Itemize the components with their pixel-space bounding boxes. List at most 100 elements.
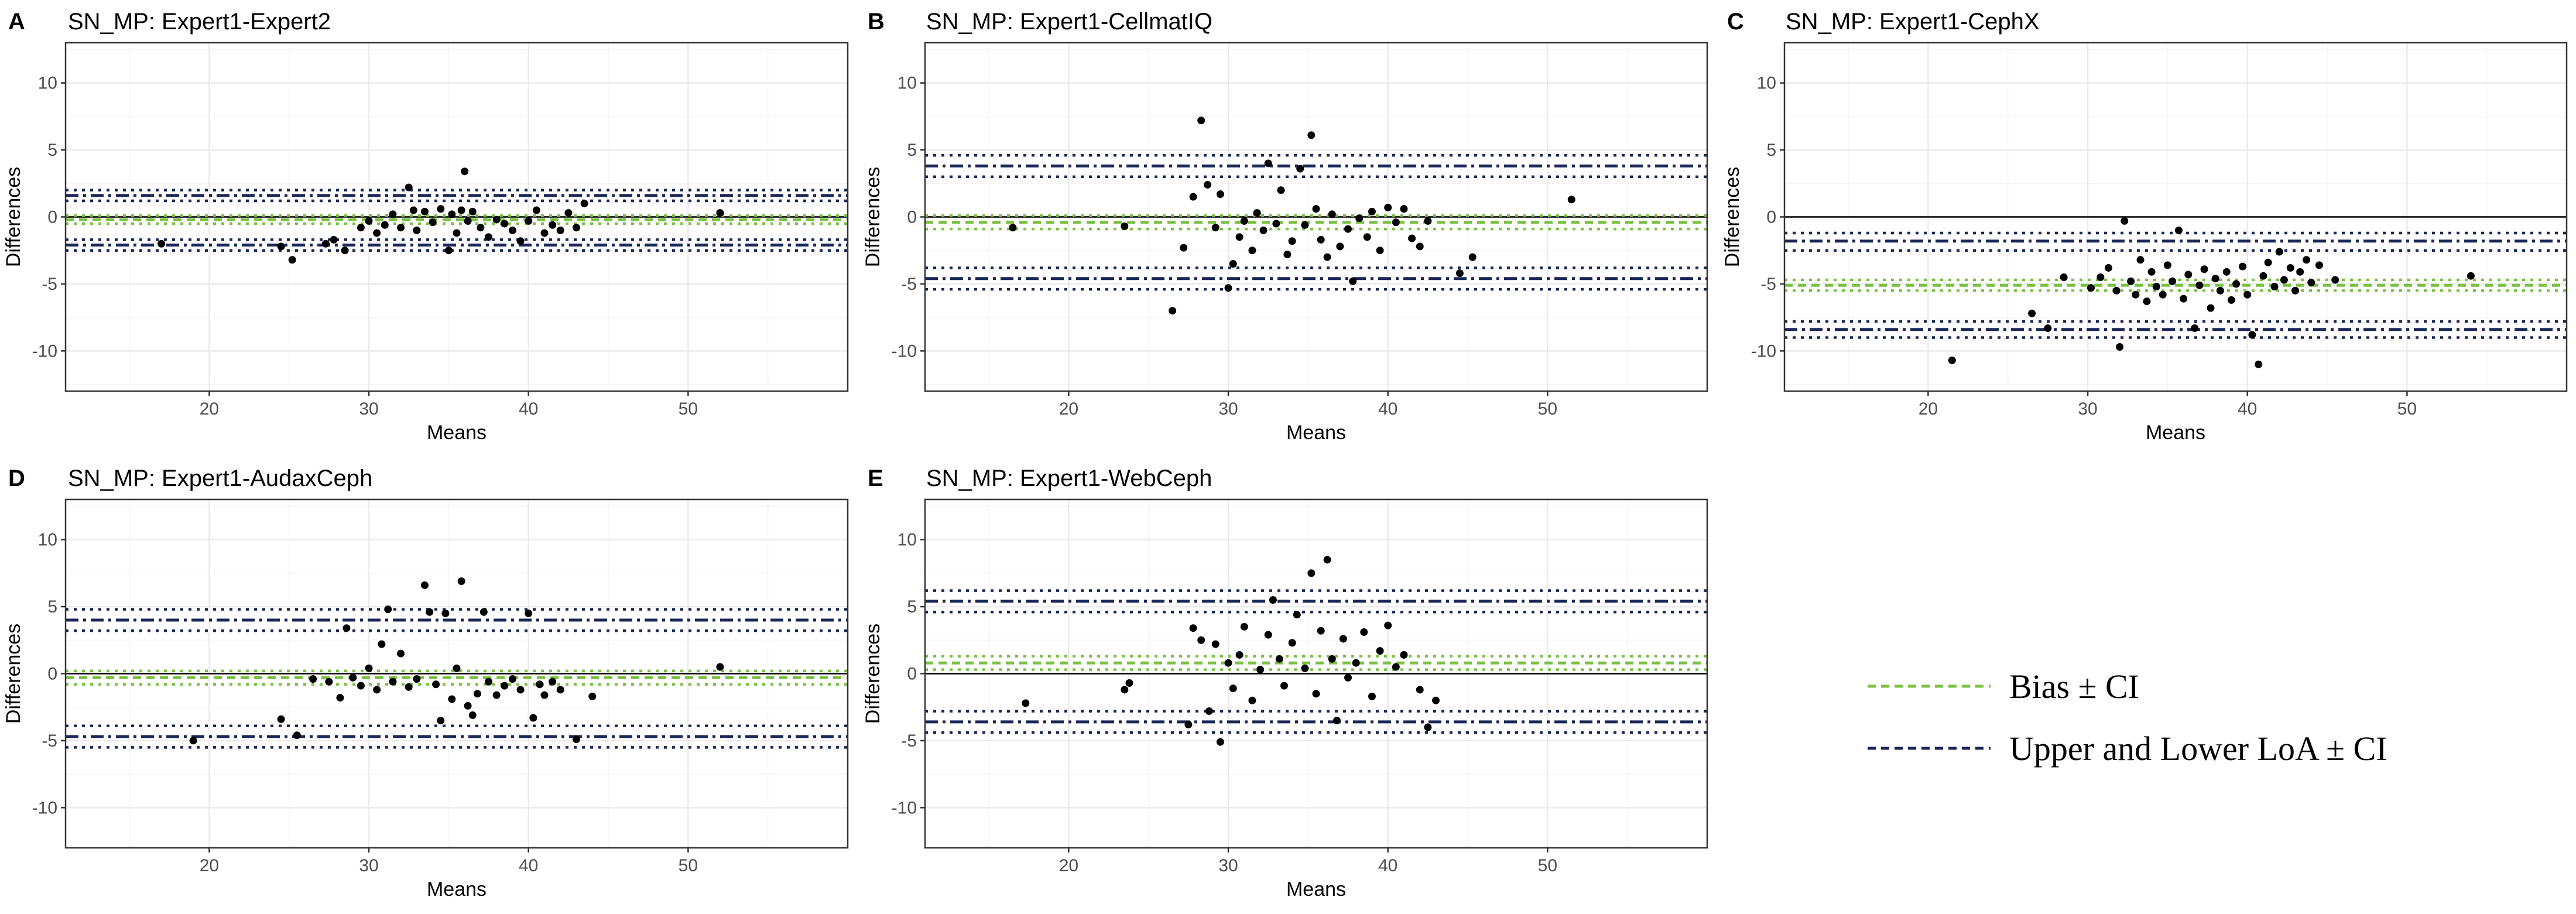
- data-point: [2127, 277, 2135, 285]
- data-point: [2232, 280, 2241, 288]
- data-point: [1189, 193, 1197, 201]
- data-point: [384, 605, 392, 614]
- y-axis-title: Differences: [862, 624, 884, 724]
- data-point: [405, 183, 413, 191]
- x-tick-label: 50: [679, 399, 698, 419]
- data-point: [532, 206, 540, 214]
- panel-letter: B: [868, 9, 885, 35]
- x-tick-label: 20: [200, 399, 219, 419]
- data-point: [485, 233, 493, 241]
- x-tick-label: 40: [1378, 856, 1397, 875]
- data-point: [549, 677, 557, 686]
- data-point: [2291, 286, 2299, 295]
- data-point: [1363, 233, 1371, 241]
- data-point: [1229, 260, 1237, 268]
- data-point: [1376, 247, 1384, 255]
- data-point: [2159, 290, 2167, 299]
- data-point: [2264, 258, 2272, 266]
- y-tick-label: -10: [892, 798, 917, 817]
- data-point: [501, 220, 509, 228]
- data-point: [2169, 277, 2177, 285]
- data-point: [464, 217, 472, 225]
- data-point: [342, 624, 351, 632]
- y-tick-label: -5: [1760, 275, 1776, 294]
- data-point: [529, 714, 537, 722]
- x-tick-label: 20: [1059, 856, 1078, 875]
- data-point: [2121, 217, 2129, 225]
- data-point: [448, 210, 456, 218]
- y-tick-label: -5: [42, 731, 57, 751]
- plot-area: 20 30 40 50 -10 -5 0 5 10: [1751, 42, 2568, 419]
- data-point: [365, 217, 373, 225]
- data-point: [1184, 720, 1193, 728]
- data-point: [2104, 263, 2112, 272]
- y-tick-label: 5: [907, 141, 917, 160]
- panel-title: SN_MP: Expert1-CephX: [1786, 9, 2040, 35]
- data-point: [426, 608, 434, 616]
- panel-d: D SN_MP: Expert1-AudaxCeph Means Differe…: [2, 465, 849, 901]
- plot-area: 20 30 40 50 -10 -5 0 5 10: [892, 498, 1708, 875]
- y-tick-label: -10: [892, 341, 917, 361]
- data-point: [378, 640, 386, 648]
- data-point: [357, 224, 365, 232]
- data-point: [330, 235, 338, 244]
- data-point: [1317, 235, 1325, 244]
- data-point: [2112, 286, 2121, 295]
- data-point: [1288, 639, 1296, 647]
- data-point: [572, 224, 580, 232]
- data-point: [381, 221, 389, 229]
- data-point: [325, 677, 333, 686]
- y-axis-title: Differences: [862, 167, 884, 267]
- data-point: [1259, 226, 1268, 234]
- data-point: [716, 209, 724, 217]
- data-point: [2216, 286, 2224, 295]
- data-point: [2152, 283, 2160, 290]
- data-point: [389, 677, 397, 686]
- panel-letter: E: [868, 465, 883, 491]
- data-point: [1235, 651, 1244, 659]
- data-point: [2227, 296, 2235, 304]
- data-point: [1216, 738, 1224, 746]
- data-point: [1424, 723, 1432, 731]
- data-point: [1264, 159, 1272, 167]
- data-point: [336, 694, 344, 702]
- data-point: [2174, 226, 2183, 234]
- data-point: [1400, 205, 1408, 213]
- data-point: [2239, 262, 2247, 271]
- y-tick-label: -5: [901, 275, 917, 294]
- y-tick-label: 0: [907, 665, 917, 684]
- data-point: [473, 690, 481, 698]
- data-point: [1468, 253, 1477, 261]
- data-point: [1180, 244, 1188, 252]
- data-point: [1211, 640, 1220, 648]
- data-point: [2255, 360, 2263, 368]
- data-point: [1408, 234, 1416, 242]
- data-point: [189, 737, 197, 745]
- y-tick-label: 10: [898, 530, 917, 550]
- data-point: [1567, 196, 1575, 204]
- y-tick-label: 5: [1766, 141, 1776, 160]
- data-point: [525, 610, 533, 618]
- data-point: [1307, 131, 1316, 139]
- data-point: [580, 200, 588, 208]
- data-point: [1240, 622, 1248, 631]
- data-point: [1121, 686, 1129, 694]
- data-point: [2132, 290, 2140, 299]
- data-point: [2280, 276, 2288, 284]
- data-point: [2211, 275, 2219, 283]
- y-tick-label: 10: [38, 74, 57, 93]
- y-axis-title: Differences: [1721, 167, 1743, 267]
- data-point: [1253, 209, 1261, 217]
- legend-label-loa: Upper and Lower LoA ± CI: [2009, 730, 2387, 768]
- y-tick-label: -10: [32, 798, 57, 817]
- data-point: [1229, 684, 1237, 693]
- data-point: [437, 205, 445, 213]
- panel-letter: C: [1727, 9, 1744, 35]
- data-point: [397, 649, 405, 658]
- data-point: [2116, 343, 2124, 351]
- y-tick-label: 10: [38, 530, 57, 550]
- data-point: [516, 237, 525, 245]
- y-tick-label: 5: [907, 597, 917, 617]
- data-point: [2307, 279, 2315, 287]
- data-point: [409, 206, 417, 214]
